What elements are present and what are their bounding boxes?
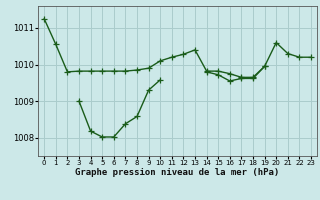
X-axis label: Graphe pression niveau de la mer (hPa): Graphe pression niveau de la mer (hPa) <box>76 168 280 177</box>
